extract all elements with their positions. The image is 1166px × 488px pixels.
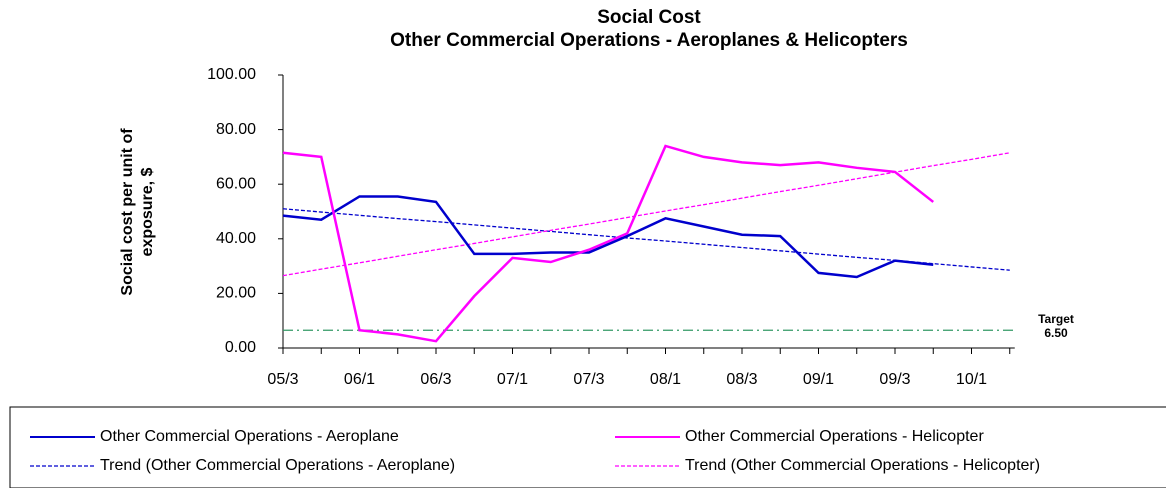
target-value: 6.50 [1044,326,1068,340]
x-tick-label: 09/3 [879,371,910,388]
y-axis-label: Social cost per unit of [119,128,136,296]
legend-label: Other Commercial Operations - Aeroplane [100,428,399,445]
y-tick-label: 80.00 [216,121,256,138]
x-tick-label: 05/3 [267,371,298,388]
x-tick-label: 09/1 [803,371,834,388]
trend-line [282,152,1010,277]
x-tick-label: 10/1 [956,371,987,388]
y-tick-label: 20.00 [216,285,256,302]
x-tick-label: 07/1 [497,371,528,388]
data-line [282,195,934,279]
target-label: Target [1038,312,1074,326]
y-tick-label: 60.00 [216,175,256,192]
x-tick-label: 08/3 [726,371,757,388]
trend-line [282,208,1010,271]
legend-label: Trend (Other Commercial Operations - Hel… [685,457,1040,474]
legend-label: Trend (Other Commercial Operations - Aer… [100,457,455,474]
y-axis-label: exposure, $ [139,167,156,256]
chart-subtitle: Other Commercial Operations - Aeroplanes… [390,30,908,51]
y-tick-label: 0.00 [225,339,256,356]
data-line [282,144,935,343]
legend-label: Other Commercial Operations - Helicopter [685,428,984,445]
y-tick-label: 100.00 [207,66,256,83]
legend-box [9,406,1166,488]
chart-title: Social Cost [597,7,701,28]
x-tick-label: 06/1 [344,371,375,388]
x-tick-label: 06/3 [420,371,451,388]
x-tick-label: 07/3 [573,371,604,388]
y-tick-label: 40.00 [216,230,256,247]
x-tick-label: 08/1 [650,371,681,388]
